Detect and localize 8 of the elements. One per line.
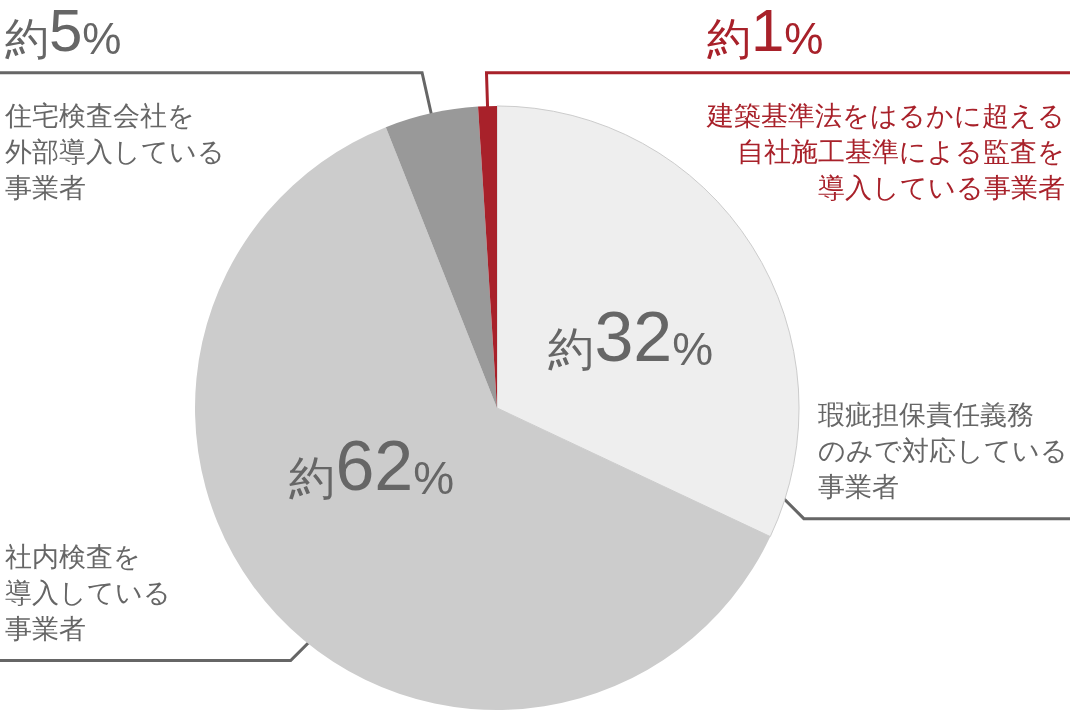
data-label: 約32% [548, 297, 714, 376]
slice-label: 建築基準法をはるかに超える自社施工基準による監査を導入している事業者 [706, 100, 1065, 203]
data-label: 約1% [707, 0, 824, 65]
slice-label: 瑕疵担保責任義務のみで対応している事業者 [817, 399, 1068, 502]
data-label: 約62% [289, 426, 455, 505]
data-label: 約5% [5, 0, 122, 65]
slice-label: 住宅検査会社を外部導入している事業者 [4, 100, 225, 203]
slice-label: 社内検査を導入している事業者 [5, 541, 171, 644]
